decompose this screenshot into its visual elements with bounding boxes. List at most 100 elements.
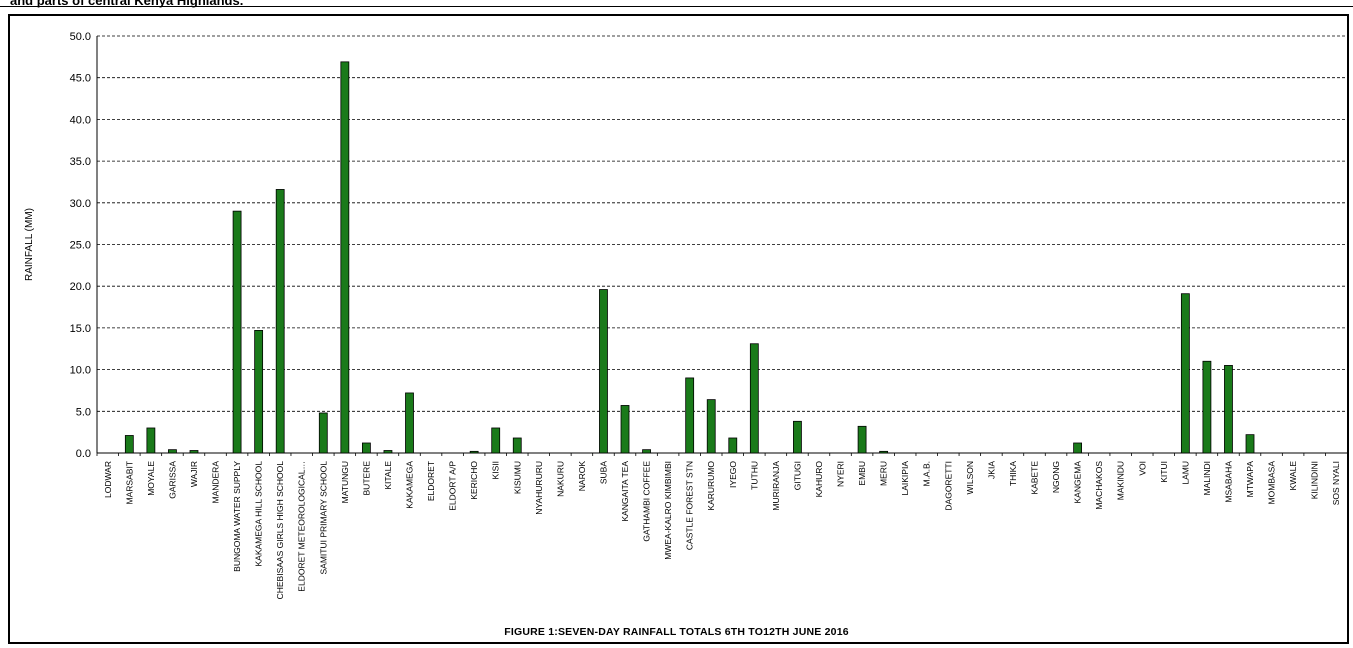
x-category-label: MATUNGU — [340, 461, 350, 503]
x-category-label: KAKAMEGA — [405, 461, 415, 509]
x-category-label: MACHAKOS — [1094, 461, 1104, 510]
y-tick-label: 0.0 — [76, 448, 91, 460]
y-tick-label: 30.0 — [70, 198, 91, 210]
x-category-label: LAMU — [1180, 461, 1190, 485]
x-category-label: WILSON — [965, 461, 975, 495]
bar — [642, 449, 651, 454]
bar — [1224, 365, 1233, 454]
x-category-label: SOS NYALI — [1331, 461, 1341, 505]
y-tick-label: 20.0 — [70, 281, 91, 293]
x-category-label: DAGORETTI — [943, 461, 953, 511]
x-category-label: MURIRANJA — [771, 461, 781, 511]
y-tick-label: 15.0 — [70, 323, 91, 335]
bar — [857, 425, 867, 454]
x-category-label: M.A.B. — [922, 461, 932, 487]
x-category-label: NYAHURURU — [534, 461, 544, 515]
header-text: and parts of central Kenya Highlands. — [10, 0, 244, 8]
x-category-label: MAKINDU — [1116, 461, 1126, 500]
x-category-label: THIKA — [1008, 461, 1018, 486]
bar — [361, 442, 371, 454]
x-category-label: LODWAR — [103, 461, 113, 498]
x-category-label: MARSABIT — [124, 461, 134, 504]
x-category-label: NYERI — [836, 461, 846, 487]
y-tick-label: 35.0 — [70, 156, 91, 168]
x-category-label: GARISSA — [167, 461, 177, 499]
bar — [879, 450, 889, 454]
rainfall-bar-chart: 0.0 5.0 10.0 15.0 20.0 25.0 30.0 35.0 40.0 45.0 50… — [24, 31, 1347, 600]
bar — [491, 427, 501, 454]
x-category-label: CASTLE FOREST STN — [685, 461, 695, 550]
y-tick-label: 10.0 — [70, 365, 91, 377]
bar — [749, 343, 759, 454]
x-category-label: KABETE — [1030, 461, 1040, 495]
bar — [124, 435, 134, 454]
x-category-label: NGONG — [1051, 461, 1061, 493]
bar — [254, 330, 264, 454]
bar — [168, 449, 177, 454]
x-category-label: KISII — [491, 461, 501, 479]
x-category-label: BUNGOMA WATER SUPPLY — [232, 461, 242, 572]
bar — [728, 437, 738, 454]
x-category-label: KISUMU — [512, 461, 522, 494]
bar — [512, 437, 522, 454]
y-axis-title: RAINFALL (MM) — [24, 208, 35, 281]
x-category-label: MOMBASA — [1267, 461, 1277, 505]
x-category-label: CHEBISAAS GIRLS HIGH SCHOOL — [275, 461, 285, 600]
x-category-label: IYEGO — [728, 461, 738, 488]
bar — [340, 61, 350, 454]
x-category-label: GATHAMBI COFFEE — [642, 461, 652, 542]
x-category-label: KITUI — [1159, 461, 1169, 483]
x-category-label: SAMITUI PRIMARY SCHOOL — [318, 461, 328, 575]
x-category-label: EMBU — [857, 461, 867, 486]
x-category-label: GITUGI — [792, 461, 802, 490]
x-category-label: NAROK — [577, 461, 587, 492]
y-tick-label: 45.0 — [70, 73, 91, 85]
x-category-label: WAJIR — [189, 461, 199, 487]
bar — [405, 392, 414, 454]
bar — [620, 405, 630, 454]
x-category-label: NAKURU — [555, 461, 565, 497]
x-category-label: KANGEMA — [1073, 461, 1083, 504]
x-category-label: MWEA-KALRO KIMBIMBI — [663, 461, 673, 560]
x-category-label: JKIA — [986, 461, 996, 479]
x-category-label: ELDORT A/P — [448, 461, 458, 511]
y-tick-label: 40.0 — [70, 114, 91, 126]
x-category-label: MSABAHA — [1223, 461, 1233, 503]
bar — [599, 289, 608, 454]
x-category-label: MOYALE — [146, 461, 156, 496]
x-category-label: TUTHU — [749, 461, 759, 490]
x-category-label: KERICHO — [469, 461, 479, 500]
x-category-label: SUBA — [598, 461, 608, 484]
header-rule — [0, 6, 1353, 7]
bar — [685, 377, 695, 454]
bar — [275, 189, 285, 454]
x-category-label: KANGAITA TEA — [620, 461, 630, 522]
x-category-label: MERU — [879, 461, 889, 486]
x-category-label: KARURUMO — [706, 461, 716, 511]
x-category-label: LAIKIPIA — [900, 461, 910, 496]
header-strip: and parts of central Kenya Highlands. — [0, 0, 1353, 12]
x-category-label: KITALE — [383, 461, 393, 490]
x-category-label: ELDORET — [426, 461, 436, 501]
x-category-label: ELDORET METEOROLOGICAL… — [297, 461, 307, 592]
chart-frame: 0.0 5.0 10.0 15.0 20.0 25.0 30.0 35.0 40.0 45.0 50… — [8, 14, 1349, 644]
bar — [383, 450, 393, 454]
bar — [189, 450, 199, 454]
bar — [318, 412, 328, 454]
x-category-label: MANDERA — [211, 461, 221, 504]
x-category-label: KAHURO — [814, 461, 824, 498]
y-tick-label: 50.0 — [70, 31, 91, 43]
figure-caption: FIGURE 1:SEVEN-DAY RAINFALL TOTALS 6TH T… — [504, 626, 849, 638]
x-category-label: KILINDINI — [1310, 461, 1320, 499]
y-tick-label: 5.0 — [76, 406, 91, 418]
bar — [706, 399, 716, 454]
x-category-label: KAKAMEGA HILL SCHOOL — [254, 461, 264, 567]
x-category-label: MTWAPA — [1245, 461, 1255, 498]
bar — [1073, 442, 1083, 454]
bar — [1180, 293, 1190, 454]
bar — [793, 420, 802, 454]
x-category-label: VOI — [1137, 461, 1147, 476]
bar — [146, 427, 156, 454]
bar — [469, 450, 479, 454]
x-category-label: KWALE — [1288, 461, 1298, 491]
